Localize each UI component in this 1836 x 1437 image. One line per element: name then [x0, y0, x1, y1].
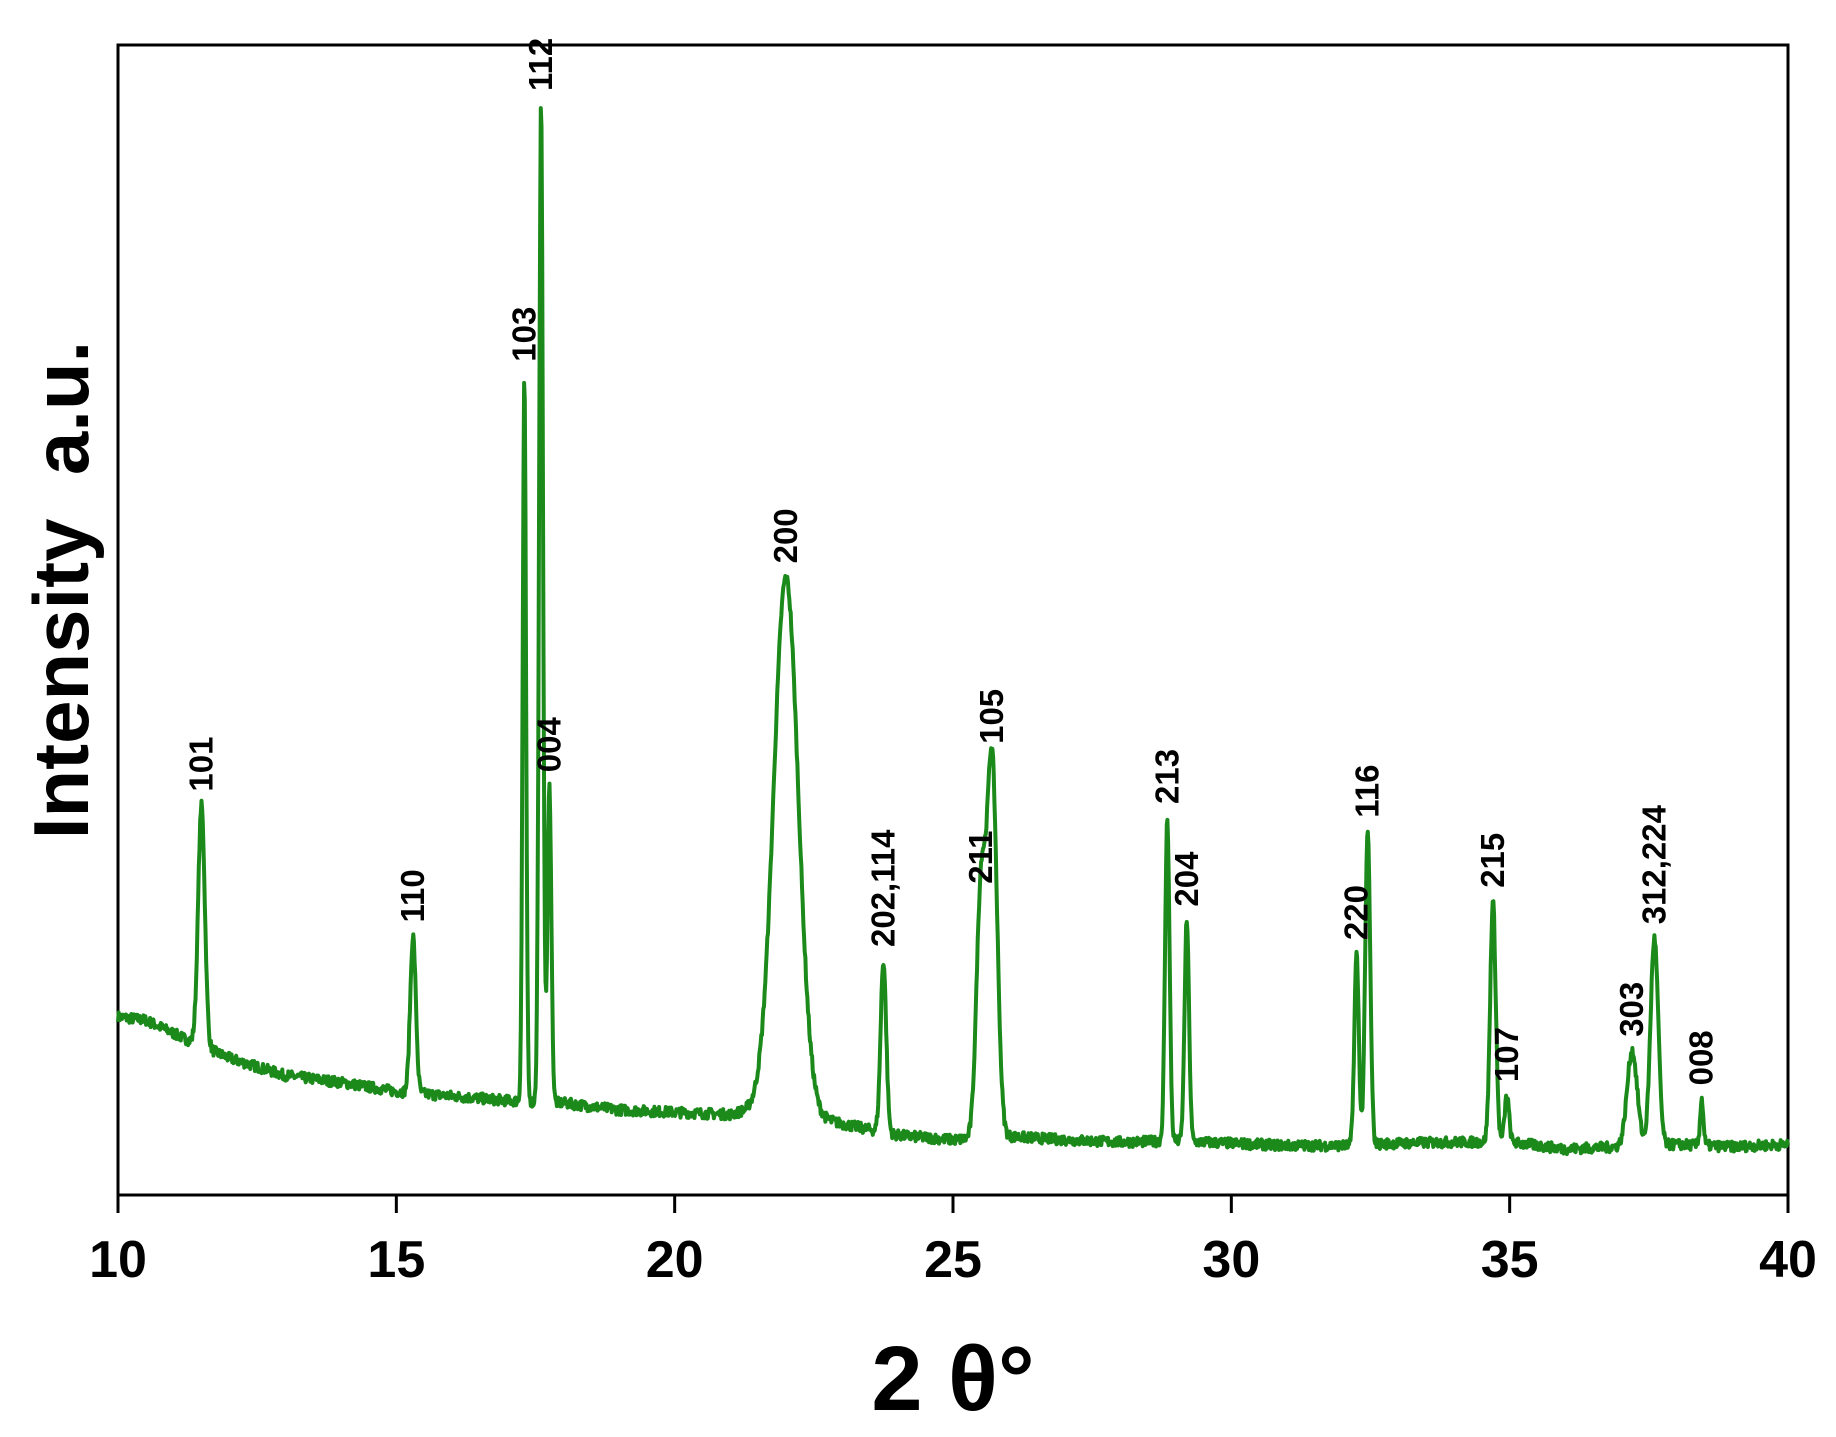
peak-label-116: 116 — [1349, 764, 1386, 817]
peak-label-112: 112 — [522, 38, 559, 91]
peak-label-204: 204 — [1168, 851, 1205, 907]
x-tick-label: 35 — [1481, 1231, 1539, 1289]
peak-label-200: 200 — [767, 508, 804, 563]
peak-label-107: 107 — [1488, 1027, 1525, 1082]
x-tick-label: 30 — [1202, 1231, 1260, 1289]
peak-label-004: 004 — [530, 716, 567, 772]
peak-label-211: 211 — [962, 830, 999, 883]
x-tick-label: 20 — [646, 1231, 704, 1289]
y-axis-title: Intensity a.u. — [17, 341, 105, 839]
x-axis-tick-labels: 10 15 20 25 30 35 40 — [89, 1231, 1817, 1289]
peak-label-105: 105 — [973, 689, 1010, 744]
peak-label-110: 110 — [394, 869, 431, 922]
x-tick-label: 40 — [1759, 1231, 1817, 1289]
peak-label-303: 303 — [1613, 982, 1650, 1037]
peak-label-202-114: 202,114 — [864, 829, 901, 947]
peak-label-101: 101 — [183, 737, 220, 792]
x-axis-title: 2 θ° — [871, 1328, 1034, 1430]
series-line — [116, 106, 1790, 1157]
peak-labels: 101 110 103 112 004 200 202,114 211 105 213 204 220… — [183, 38, 1720, 1086]
peak-label-220: 220 — [1338, 885, 1375, 940]
peak-label-008: 008 — [1683, 1030, 1720, 1085]
x-tick-label: 25 — [924, 1231, 982, 1289]
plot-frame — [116, 43, 1790, 1197]
peak-label-213: 213 — [1148, 749, 1185, 804]
peak-label-215: 215 — [1474, 833, 1511, 888]
x-axis-ticks — [116, 1195, 1790, 1213]
peak-label-103: 103 — [505, 307, 542, 362]
x-tick-label: 15 — [367, 1231, 425, 1289]
peak-label-312-224: 312,224 — [1635, 804, 1672, 924]
x-tick-label: 10 — [89, 1231, 147, 1289]
